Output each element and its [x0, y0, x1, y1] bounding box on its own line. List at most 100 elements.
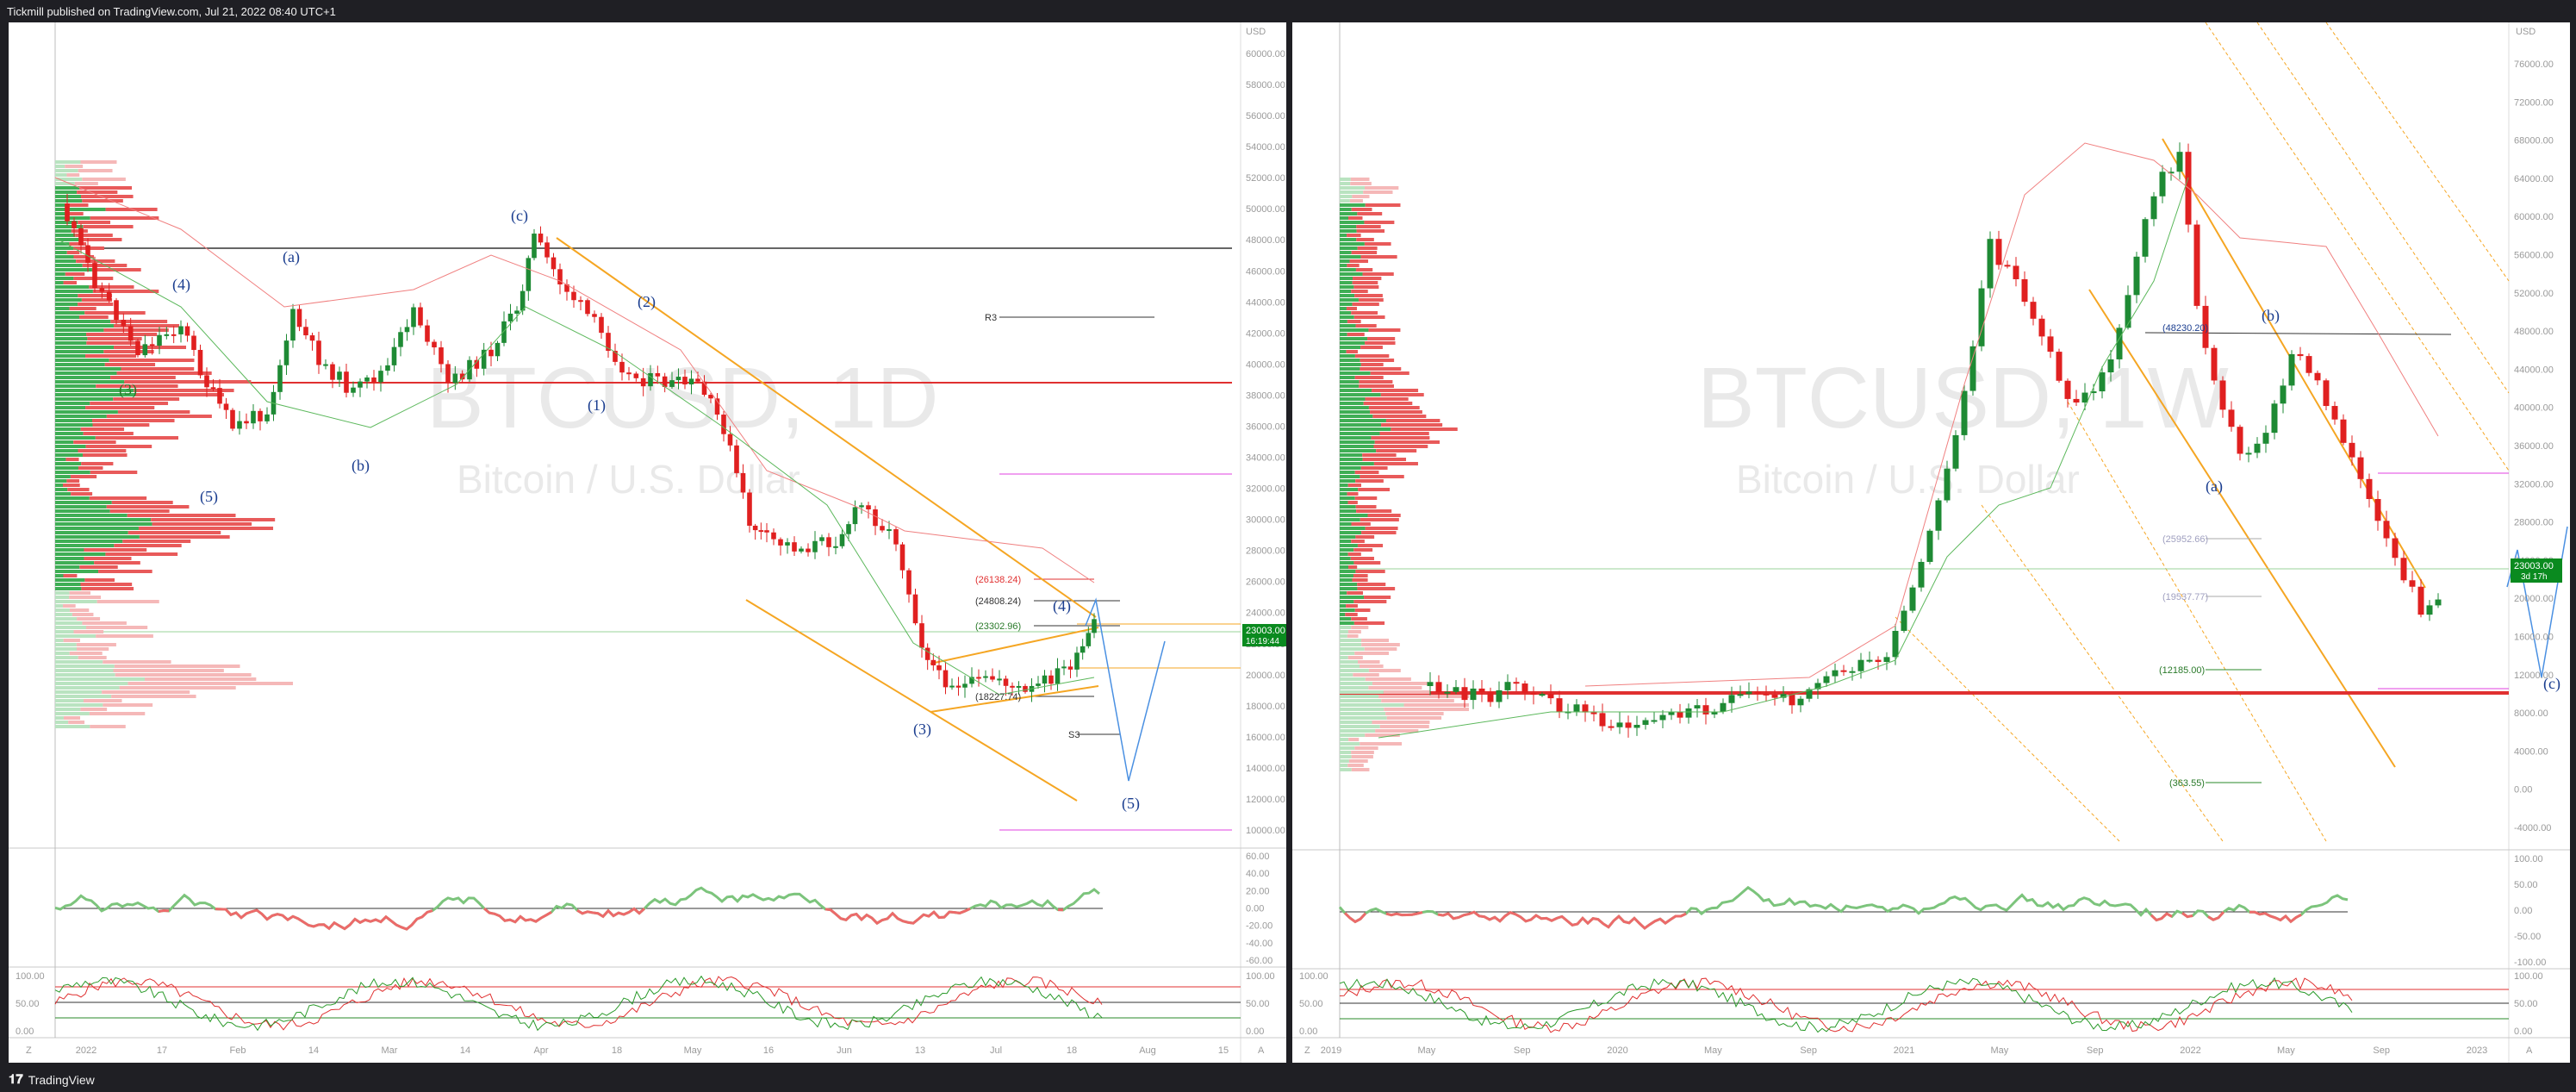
vp-bar-sell — [116, 371, 212, 375]
vp-bar-sell — [1360, 363, 1384, 366]
left-corner-z[interactable]: Z — [26, 1045, 32, 1056]
candle-body — [906, 570, 912, 595]
left-time-tick: May — [684, 1045, 702, 1056]
vp-bar-buy — [1340, 195, 1353, 198]
candle-body — [2193, 224, 2200, 306]
left-corner-a[interactable]: A — [1258, 1045, 1265, 1056]
candle-body — [459, 373, 465, 380]
vp-bar-sell — [1358, 660, 1380, 664]
vp-bar-buy — [55, 272, 65, 276]
vp-bar-sell — [1362, 272, 1394, 276]
vp-bar-buy — [55, 613, 72, 616]
vp-bar-buy — [55, 242, 70, 246]
vp-bar-buy — [55, 600, 97, 603]
candle-body — [919, 623, 924, 648]
vp-bar-buy — [1340, 764, 1348, 767]
candle-body — [1504, 682, 1511, 690]
vp-bar-sell — [1354, 354, 1390, 358]
candle-body — [296, 309, 302, 328]
tradingview-brand[interactable]: 𝟏𝟕 TradingView — [9, 1072, 95, 1087]
vp-bar-buy — [1340, 406, 1369, 409]
candle-body — [164, 334, 170, 336]
vp-bar-sell — [106, 505, 190, 509]
right-time-tick: 2019 — [1321, 1045, 1341, 1056]
candle-body — [391, 346, 397, 365]
vp-bar-buy — [1340, 367, 1360, 371]
candle-body — [1737, 694, 1744, 696]
vp-bar-sell — [103, 350, 154, 353]
vp-bar-buy — [1340, 221, 1365, 224]
vp-bar-buy — [1340, 251, 1352, 254]
vp-bar-sell — [63, 281, 78, 284]
candle-body — [778, 539, 783, 546]
vp-bar-sell — [85, 406, 155, 409]
vp-bar-buy — [55, 721, 69, 724]
left-stoch-l-tick: 0.00 — [16, 1026, 34, 1037]
candle-body — [962, 683, 968, 688]
left-price-axis[interactable]: 60000.00 58000.00 56000.00 54000.00 52000.00… — [1246, 49, 1285, 836]
right-wave-label-a: (a) — [2206, 477, 2223, 496]
left-chart-svg[interactable]: BTCUSD, 1D Bitcoin / U.S. Dollar (4) — [9, 22, 1286, 1063]
vp-bar-sell — [90, 471, 138, 474]
candle-body — [1539, 694, 1546, 696]
vp-bar-sell — [78, 449, 127, 452]
vp-bar-sell — [1360, 466, 1388, 470]
vp-bar-buy — [1340, 695, 1379, 698]
vp-bar-sell — [1357, 246, 1378, 250]
vp-bar-buy — [1340, 242, 1365, 246]
vp-bar-sell — [1355, 479, 1384, 483]
vp-bar-sell — [73, 440, 116, 444]
candle-body — [1763, 693, 1770, 696]
candle-body — [316, 340, 321, 365]
candle-body — [887, 529, 892, 532]
candle-body — [157, 334, 162, 346]
vp-bar-buy — [1340, 746, 1355, 750]
candle-body — [983, 676, 988, 678]
rsi-bear-segment — [2181, 912, 2193, 919]
candle-body — [2288, 353, 2295, 386]
vp-bar-buy — [55, 544, 115, 547]
vp-bar-sell — [1352, 195, 1370, 198]
right-corner-z[interactable]: Z — [1304, 1045, 1310, 1056]
left-wave-label-4-upper: (4) — [172, 276, 190, 294]
left-price-tick: 54000.00 — [1246, 142, 1285, 153]
vp-bar-buy — [1340, 393, 1381, 396]
candle-body — [2383, 521, 2390, 539]
vp-bar-sell — [1357, 583, 1386, 586]
left-chart-panel[interactable]: BTCUSD, 1D Bitcoin / U.S. Dollar (4) — [9, 22, 1286, 1063]
left-stoch-d — [54, 975, 1103, 1032]
vp-bar-sell — [1360, 359, 1395, 362]
vp-bar-buy — [55, 415, 107, 418]
candle-body — [2107, 359, 2114, 373]
candle-body — [1711, 711, 1718, 714]
right-chart-svg[interactable]: BTCUSD, 1W Bitcoin / U.S. Dollar (b) (a) — [1292, 22, 2570, 1063]
right-corner-a[interactable]: A — [2526, 1045, 2533, 1056]
vp-bar-sell — [1353, 277, 1382, 280]
right-chart-panel[interactable]: BTCUSD, 1W Bitcoin / U.S. Dollar (b) (a) — [1292, 22, 2570, 1063]
vp-bar-buy — [55, 725, 90, 728]
right-time-axis[interactable]: 2019 May Sep 2020 May Sep 2021 May Sep 2022 May Sep… — [1321, 1045, 2487, 1056]
candle-body — [114, 300, 119, 321]
vp-bar-sell — [69, 652, 103, 655]
left-wave-label-3-minor: (3) — [119, 381, 137, 399]
vp-bar-sell — [69, 591, 91, 595]
vp-bar-buy — [55, 234, 76, 237]
candle-body — [655, 372, 661, 377]
candle-body — [2133, 256, 2140, 296]
vp-bar-buy — [1340, 234, 1347, 237]
vp-bar-sell — [1367, 514, 1401, 517]
left-time-axis[interactable]: 2022 17 Feb 14 Mar 14 Apr 18 May 16 Jun 13 Jul 18 Aug 1… — [76, 1045, 1229, 1056]
vp-bar-sell — [1368, 406, 1420, 409]
candle-body — [1694, 705, 1701, 708]
vp-bar-buy — [1340, 733, 1366, 737]
vp-bar-buy — [55, 634, 96, 638]
vp-bar-buy — [1340, 190, 1364, 194]
candle-body — [1016, 685, 1022, 688]
vp-bar-sell — [1347, 264, 1360, 267]
right-rsi-line — [1338, 885, 2349, 930]
vp-bar-sell — [65, 212, 84, 215]
candle-body — [197, 349, 203, 376]
vp-bar-buy — [55, 518, 152, 521]
right-price-axis[interactable]: 76000.00 72000.00 68000.00 64000.00 60000.00… — [2514, 59, 2554, 833]
candle-body — [1055, 668, 1061, 684]
